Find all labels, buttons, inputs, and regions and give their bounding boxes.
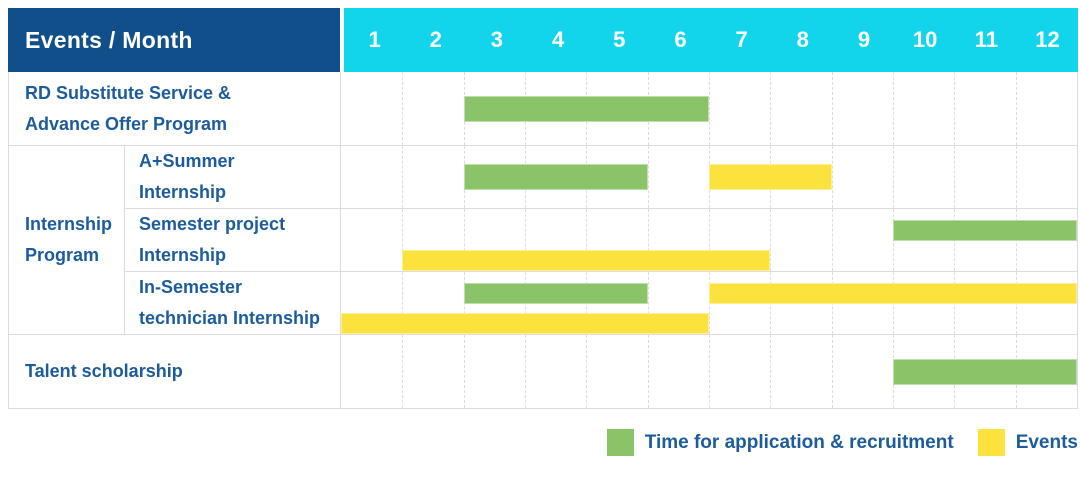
month-header-7: 7: [735, 27, 748, 52]
legend-item-events: Events: [977, 429, 1078, 456]
month-grid-line: [647, 146, 649, 208]
month-grid-line: [1015, 72, 1017, 145]
month-grid-line: [647, 209, 649, 271]
month-grid-line: [525, 209, 526, 271]
row-group-internship-program: Internship Program A+Summer Internship S…: [9, 145, 1077, 334]
gantt-table: Events / Month 1 2 3 4 5 6 7 8 9 10 11 12 RD Substi…: [8, 8, 1078, 409]
month-header-12: 12: [1035, 27, 1060, 52]
gantt-bar-application-m10-m12: [893, 220, 1077, 241]
legend-label-events: Events: [1015, 431, 1078, 453]
gantt-bar-event-m7-m8: [709, 164, 832, 190]
month-grid-line: [709, 209, 710, 271]
month-header-2: 2: [429, 27, 442, 52]
month-grid-line: [893, 146, 894, 208]
row-label-in-semester-technician: In-Semester technician Internship: [125, 272, 341, 334]
gantt-bar-application-m3-m5: [463, 283, 648, 304]
month-grid-line: [1015, 146, 1017, 208]
month-grid-line: [402, 146, 404, 208]
application-color-swatch: [606, 429, 634, 456]
group-label-internship-program: Internship Program: [9, 146, 125, 334]
gantt-bar-event-m7-m12: [709, 283, 1077, 304]
month-header-4: 4: [551, 27, 565, 52]
month-grid-line: [954, 146, 956, 208]
row-in-semester-technician-internship: In-Semester technician Internship: [125, 271, 1077, 334]
month-grid-line: [647, 335, 649, 408]
month-header-5: 5: [613, 27, 626, 52]
month-grid-line: [402, 72, 404, 145]
internship-subrows: A+Summer Internship Semester project Int…: [125, 146, 1077, 334]
timeline-a-plus-summer: [341, 146, 1077, 208]
timeline-talent-scholarship: [341, 335, 1077, 408]
row-label-a-plus-summer: A+Summer Internship: [125, 146, 341, 208]
month-header-8: 8: [796, 27, 809, 52]
month-grid-line: [831, 209, 833, 271]
month-header-11: 11: [974, 27, 998, 52]
row-semester-project-internship: Semester project Internship: [125, 208, 1077, 271]
month-header-6: 6: [674, 27, 687, 52]
month-grid-line: [402, 209, 404, 271]
row-talent-scholarship: Talent scholarship: [9, 334, 1077, 408]
events-color-swatch: [977, 429, 1005, 456]
month-grid-line: [463, 209, 465, 271]
gantt-bar-event-m2-m7: [402, 250, 771, 271]
month-grid-line: [647, 272, 649, 334]
month-grid-line: [402, 272, 404, 334]
month-grid-line: [586, 209, 588, 271]
month-header-3: 3: [490, 27, 504, 52]
header-divider: [340, 8, 344, 72]
row-label-semester-project: Semester project Internship: [125, 209, 341, 271]
gantt-bar-event-m1-m6: [341, 313, 709, 334]
month-grid-line: [831, 335, 833, 408]
month-grid-line: [954, 72, 956, 145]
timeline-semester-project: [341, 209, 1077, 271]
month-grid-line: [770, 335, 772, 408]
month-grid-line: [402, 335, 404, 408]
page: Events / Month 1 2 3 4 5 6 7 8 9 10 11 12 RD Substi…: [8, 8, 1078, 456]
gantt-body: RD Substitute Service & Advance Offer Pr…: [8, 72, 1078, 409]
month-grid-line: [831, 146, 833, 208]
month-grid-line: [831, 72, 833, 145]
legend-item-application: Time for application & recruitment: [606, 429, 954, 456]
month-header-10: 10: [912, 27, 938, 52]
legend-label-application: Time for application & recruitment: [644, 431, 954, 453]
timeline-rd-substitute: [341, 72, 1077, 145]
month-grid-line: [709, 335, 710, 408]
month-grid-line: [893, 72, 894, 145]
row-label-talent-scholarship: Talent scholarship: [9, 335, 341, 408]
timeline-in-semester-technician: [341, 272, 1077, 334]
gantt-bar-application-m3-m6: [463, 95, 709, 122]
month-grid-line: [770, 72, 772, 145]
table-header: Events / Month 1 2 3 4 5 6 7 8 9 10 11 12: [8, 8, 1078, 72]
month-grid-line: [586, 335, 588, 408]
gantt-bar-application-m10-m12: [893, 358, 1077, 385]
month-header-9: 9: [857, 27, 871, 52]
month-grid-line: [463, 335, 465, 408]
gantt-bar-application-m3-m5: [463, 164, 648, 190]
month-header-row: 1 2 3 4 5 6 7 8 9 10 11 12: [344, 8, 1078, 72]
events-month-header: Events / Month: [8, 8, 340, 72]
month-grid-line: [770, 209, 772, 271]
row-rd-substitute: RD Substitute Service & Advance Offer Pr…: [9, 72, 1077, 145]
row-label-rd-substitute: RD Substitute Service & Advance Offer Pr…: [9, 72, 341, 145]
month-header-1: 1: [368, 27, 381, 52]
month-grid-line: [525, 335, 526, 408]
legend: Time for application & recruitment Event…: [8, 429, 1078, 456]
row-a-plus-summer-internship: A+Summer Internship: [125, 146, 1077, 208]
month-grid-line: [709, 72, 710, 145]
